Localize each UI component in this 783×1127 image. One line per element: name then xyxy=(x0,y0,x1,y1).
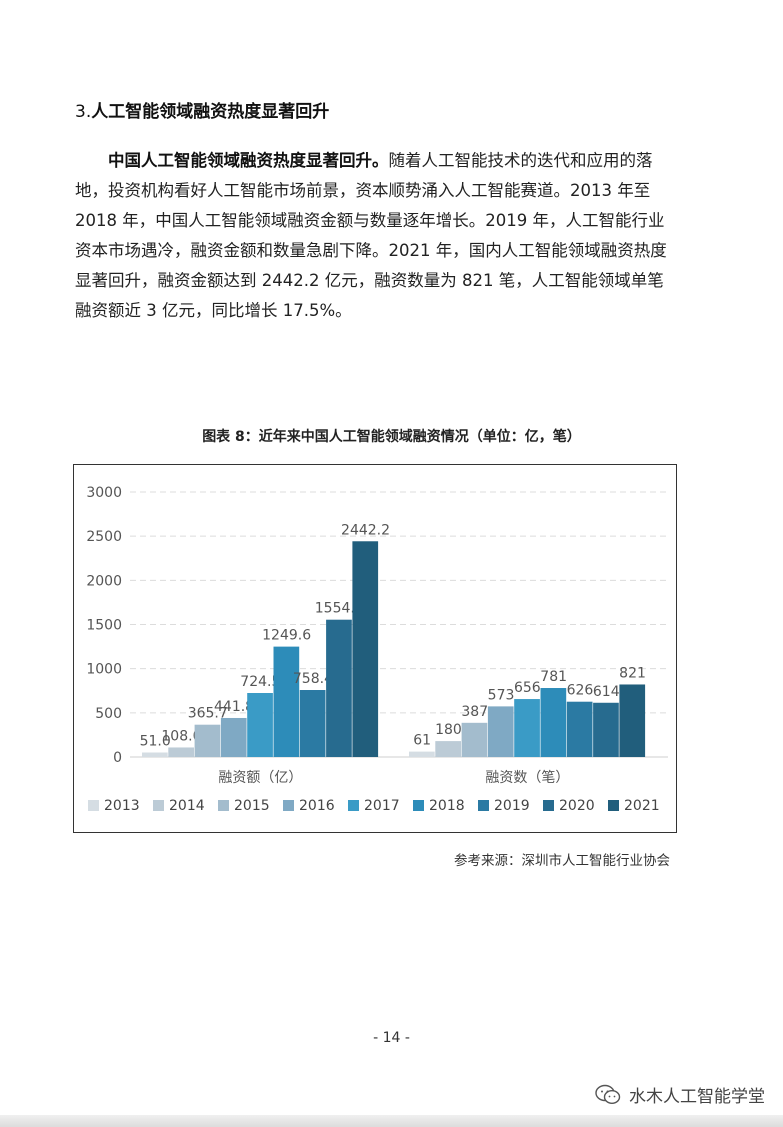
data-label: 51.0 xyxy=(140,733,171,749)
data-label: 821 xyxy=(619,665,646,681)
data-label: 626 xyxy=(567,683,594,699)
legend-swatch xyxy=(153,800,164,811)
legend-label: 2017 xyxy=(364,798,400,814)
category-label: 融资额（亿） xyxy=(218,770,302,786)
bar xyxy=(247,693,273,757)
y-tick-label: 1000 xyxy=(86,662,122,678)
y-tick-label: 0 xyxy=(113,750,122,766)
legend-label: 2014 xyxy=(169,798,205,814)
y-tick-label: 500 xyxy=(95,706,122,722)
section-heading: 3.人工智能领域融资热度显著回升 xyxy=(75,97,329,122)
category-label: 融资数（笔） xyxy=(485,770,569,786)
legend-label: 2021 xyxy=(624,798,660,814)
bar xyxy=(168,747,194,757)
data-label: 387 xyxy=(461,704,488,720)
y-tick-label: 1500 xyxy=(86,618,122,634)
paragraph-body: 随着人工智能技术的迭代和应用的落地，投资机构看好人工智能市场前景，资本顺势涌入人… xyxy=(75,151,667,320)
bar xyxy=(487,706,514,757)
bottom-bar xyxy=(0,1115,783,1127)
body-paragraph: 中国人工智能领域融资热度显著回升。随着人工智能技术的迭代和应用的落地，投资机构看… xyxy=(75,146,675,326)
y-tick-label: 2000 xyxy=(86,573,122,589)
paragraph-lead: 中国人工智能领域融资热度显著回升。 xyxy=(108,151,389,170)
bar xyxy=(540,688,567,757)
data-label: 365.7 xyxy=(188,706,228,722)
legend-label: 2019 xyxy=(494,798,530,814)
data-label: 614 xyxy=(593,684,620,700)
legend-swatch xyxy=(88,800,99,811)
legend-swatch xyxy=(543,800,554,811)
data-label: 656 xyxy=(514,680,541,696)
legend-label: 2015 xyxy=(234,798,270,814)
data-label: 724.5 xyxy=(240,674,280,690)
bar xyxy=(435,741,461,757)
data-label: 1554.3 xyxy=(315,601,364,617)
bar xyxy=(299,690,326,757)
bar xyxy=(194,724,221,757)
legend-swatch xyxy=(608,800,619,811)
legend-swatch xyxy=(218,800,229,811)
data-label: 108.0 xyxy=(161,728,201,744)
data-label: 61 xyxy=(413,733,431,749)
bar xyxy=(326,619,352,757)
data-label: 1249.6 xyxy=(262,628,311,644)
source-note: 参考来源：深圳市人工智能行业协会 xyxy=(454,853,670,869)
legend-label: 2013 xyxy=(104,798,140,814)
data-label: 2442.2 xyxy=(341,522,390,538)
y-tick-label: 2500 xyxy=(86,529,122,545)
bar xyxy=(619,684,646,757)
legend-swatch xyxy=(413,800,424,811)
data-label: 781 xyxy=(540,669,567,685)
data-label: 180 xyxy=(435,722,462,738)
bar xyxy=(409,751,435,757)
bar xyxy=(514,699,540,757)
bar xyxy=(220,717,247,757)
bar xyxy=(273,646,300,757)
legend-swatch xyxy=(348,800,359,811)
bar xyxy=(566,701,593,757)
figure-caption: 图表 8：近年来中国人工智能领域融资情况（单位：亿，笔） xyxy=(202,429,581,445)
legend-swatch xyxy=(283,800,294,811)
page-number: - 14 - xyxy=(373,1030,410,1046)
bar xyxy=(461,722,488,757)
watermark: 水木人工智能学堂 xyxy=(595,1082,765,1107)
legend-label: 2016 xyxy=(299,798,335,814)
legend-swatch xyxy=(478,800,489,811)
legend-label: 2020 xyxy=(559,798,595,814)
bar xyxy=(142,752,168,757)
y-tick-label: 3000 xyxy=(86,485,122,501)
section-number: 3. xyxy=(75,102,92,122)
data-label: 441.8 xyxy=(214,699,254,715)
legend-label: 2018 xyxy=(429,798,465,814)
data-label: 758.4 xyxy=(293,671,333,687)
wechat-icon xyxy=(595,1084,621,1104)
bar-chart: 3000 2500 2000 1500 1000 500 0 51.0 108.0 365.7 44… xyxy=(73,464,677,833)
section-title: 人工智能领域融资热度显著回升 xyxy=(91,102,330,122)
data-label: 573 xyxy=(488,687,515,703)
bar xyxy=(593,702,619,757)
watermark-text: 水木人工智能学堂 xyxy=(629,1087,765,1107)
bar xyxy=(352,541,379,757)
